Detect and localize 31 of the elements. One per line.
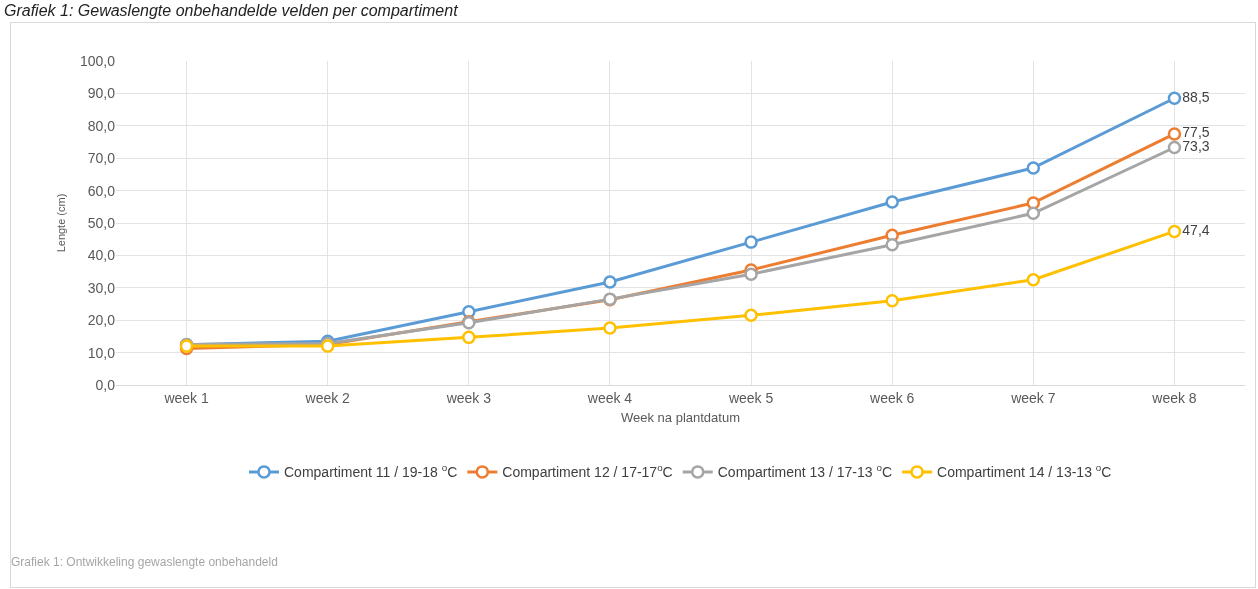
y-tick-label: 50,0 [87,214,116,231]
x-tick-label: week 3 [445,389,492,406]
x-axis-title: Week na plantdatum [621,410,740,426]
y-tick-label: 100,0 [79,52,116,69]
text: Grafiek 1: Ontwikkeling gewaslengte onbehandeld [11,555,278,569]
y-tick-label: 0,0 [95,376,116,393]
legend-label: Compartiment 11 / 19-18 $^{o}$C [284,462,458,481]
x-tick-label: week 5 [727,389,774,406]
x-tick-label: week 4 [586,389,633,406]
y-tick-label: 60,0 [87,182,116,199]
data-label: 73,3 [1182,138,1210,155]
y-tick-label: 10,0 [87,344,116,361]
y-tick-label: 90,0 [87,85,116,102]
data-label: 88,5 [1182,88,1210,105]
legend-label: Compartiment 14 / 13-13 $^{o}$C [937,462,1112,481]
y-tick-label: 70,0 [87,150,116,167]
y-tick-label: 40,0 [87,247,116,264]
legend-label: Compartiment 12 / 17-17$^{o}$C [502,462,673,481]
y-tick-label: 80,0 [87,117,116,134]
data-label: 77,5 [1182,124,1210,141]
y-tick-label: 20,0 [87,312,116,329]
y-tick-label: 30,0 [87,279,116,296]
x-tick-label: week 6 [869,389,915,406]
legend-label: Compartiment 13 / 17-13 $^{o}$C [717,462,893,481]
y-axis-title: Lengte (cm) [54,193,67,253]
chart-title: Grafiek 1: Gewaslengte onbehandelde velden per compartiment [4,2,458,20]
data-label: 47,4 [1182,221,1210,238]
x-tick-label: week 1 [163,389,209,406]
x-tick-label: week 8 [1151,389,1197,406]
x-tick-label: week 2 [304,389,351,406]
x-tick-label: week 7 [1010,389,1056,406]
